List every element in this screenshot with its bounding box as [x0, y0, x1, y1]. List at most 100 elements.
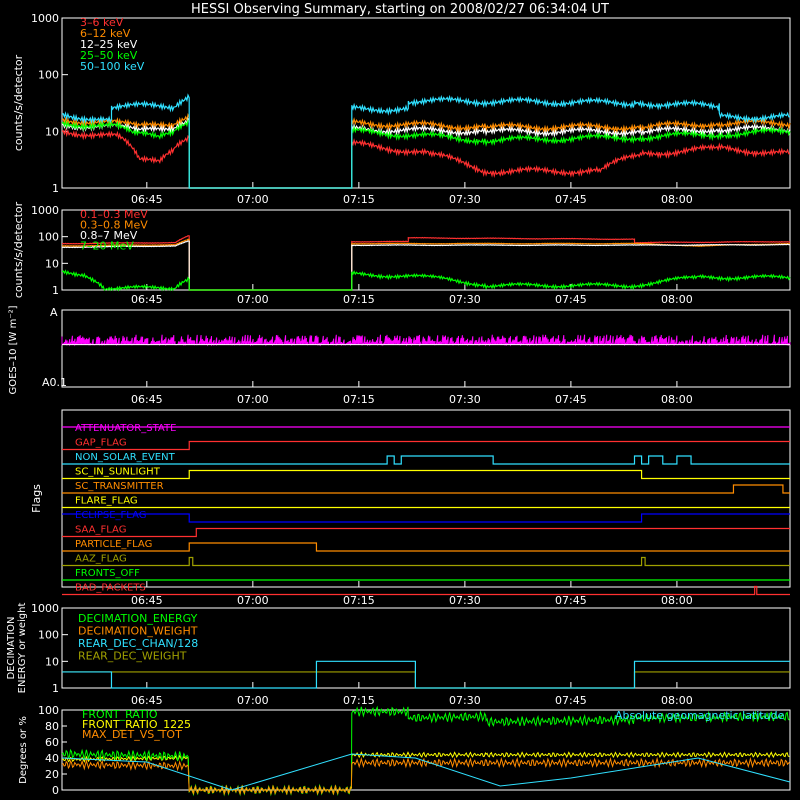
- y-axis-label: GOES–10 [W m⁻²]: [8, 305, 19, 394]
- time-tick-label: 08:00: [661, 293, 693, 306]
- time-tick-label: 07:00: [237, 694, 269, 707]
- y-tick-label: A0.1: [42, 376, 67, 389]
- legend-entry: 50–100 keV: [80, 60, 145, 73]
- series-line: [61, 112, 791, 189]
- legend-entry: 0.8–7 MeV: [80, 229, 138, 242]
- y-tick-label: A: [50, 306, 58, 319]
- y-tick-label: 20: [45, 768, 59, 781]
- y-axis-label: DECIMATION: [6, 616, 17, 679]
- y-tick-label: 100: [38, 231, 59, 244]
- legend-entry: 0.3–0.8 MeV: [80, 219, 148, 232]
- legend-entry: REAR_DEC_CHAN/128: [78, 637, 198, 650]
- series-line: [61, 240, 790, 291]
- panel-ratios: Degrees or % 0 20 40 60 80 100 FRONT_RATIOFRONT…: [18, 704, 791, 797]
- series-line: [61, 238, 791, 291]
- series-line: [61, 116, 791, 189]
- geomagnetic-latitude-line: [61, 753, 791, 791]
- y-tick-label: 1: [52, 682, 59, 695]
- flag-label: SC_TRANSMITTER: [75, 481, 164, 492]
- legend-entry: REAR_DEC_WEIGHT: [78, 650, 187, 663]
- series-line: [61, 705, 790, 797]
- time-tick-label: 06:45: [131, 594, 163, 607]
- series-line: [61, 119, 791, 189]
- plot-frame: [61, 709, 791, 791]
- y-tick-label: 100: [38, 69, 59, 82]
- flag-trace: [62, 542, 790, 552]
- y-tick-label: 10: [45, 125, 59, 138]
- flag-label: NON_SOLAR_EVENT: [75, 452, 176, 463]
- time-tick-label: 07:45: [555, 694, 587, 707]
- time-tick-label: 08:00: [661, 193, 693, 206]
- flag-label: BAD_PACKETS: [75, 583, 146, 594]
- plot-frame: [61, 17, 791, 189]
- time-tick-label: 07:30: [449, 193, 481, 206]
- y-axis-label: Flags: [30, 484, 43, 513]
- y-axis-label: counts/s/detector: [12, 201, 25, 298]
- legend-entry: 3–6 keV: [80, 16, 124, 29]
- y-tick-label: 1: [52, 284, 59, 297]
- panel-goes-flux: 06:45 07:00 07:15 07:30 07:45 08:00 A0.1 A GOES–…: [8, 305, 791, 406]
- series-line: [61, 235, 791, 291]
- series-line: [61, 269, 791, 292]
- y-tick-label: 40: [45, 752, 59, 765]
- flag-trace: [62, 527, 790, 538]
- y-axis-label: ENERGY or weight: [17, 603, 28, 694]
- time-tick-label: 07:30: [449, 694, 481, 707]
- panel-flags: 06:45 07:00 07:15 07:30 07:45 08:00 Flags ATTEN…: [30, 409, 791, 607]
- series-line: [62, 660, 790, 689]
- time-tick-label: 07:15: [343, 594, 375, 607]
- flag-trace: [62, 484, 790, 494]
- flag-label: SAA_FLAG: [75, 525, 126, 536]
- time-tick-label: 07:15: [343, 694, 375, 707]
- plot-frame: [61, 409, 791, 588]
- y-tick-label: 1000: [31, 204, 59, 217]
- series-line: [61, 334, 791, 347]
- panel-low-energy-rates: 1 10 100 1000 06:45 07:00 07:15 07:30 07:45 08:00…: [12, 12, 791, 206]
- y-tick-label: 1000: [31, 602, 59, 615]
- legend-entry: MAX_DET_VS_TOT: [82, 728, 182, 741]
- flag-label: PARTICLE_FLAG: [75, 539, 152, 550]
- series-line: [61, 93, 791, 189]
- time-tick-label: 07:00: [237, 594, 269, 607]
- y-tick-label: 1: [52, 182, 59, 195]
- time-tick-label: 07:30: [449, 393, 481, 406]
- flag-label: ECLIPSE_FLAG: [75, 510, 146, 521]
- plot-frame: [61, 309, 791, 388]
- time-tick-label: 07:00: [237, 193, 269, 206]
- flag-trace: [62, 513, 790, 523]
- y-axis-label: counts/s/detector: [12, 54, 25, 151]
- panel-high-energy-rates: 1 10 100 1000 06:45 07:00 07:15 07:30 07:45 08:00…: [12, 201, 791, 306]
- flag-label: ATTENUATOR_STATE: [75, 423, 176, 434]
- flag-trace: [62, 455, 790, 465]
- time-tick-label: 07:00: [237, 293, 269, 306]
- legend-entry: 25–50 keV: [80, 49, 138, 62]
- time-tick-label: 06:45: [131, 694, 163, 707]
- plot-frame: [61, 209, 791, 291]
- series-line: [62, 671, 790, 689]
- y-tick-label: 1000: [31, 12, 59, 25]
- y-tick-label: 0: [52, 784, 59, 797]
- time-tick-label: 07:45: [555, 293, 587, 306]
- time-tick-label: 07:45: [555, 393, 587, 406]
- flag-label: FRONTS_OFF: [75, 568, 140, 579]
- time-tick-label: 08:00: [661, 393, 693, 406]
- flag-trace: [62, 556, 790, 567]
- time-tick-label: 07:45: [555, 193, 587, 206]
- legend-entry: 7–20 MeV: [80, 240, 134, 253]
- y-tick-label: 100: [38, 704, 59, 717]
- time-tick-label: 08:00: [661, 594, 693, 607]
- time-tick-label: 07:45: [555, 594, 587, 607]
- time-tick-label: 06:45: [131, 293, 163, 306]
- series-line: [61, 127, 791, 189]
- time-tick-label: 07:30: [449, 594, 481, 607]
- plot-title: HESSI Observing Summary, starting on 200…: [191, 2, 609, 17]
- legend-entry: DECIMATION_ENERGY: [78, 612, 198, 625]
- legend-entry: DECIMATION_WEIGHT: [78, 625, 198, 638]
- panel-decimation: 1 10 100 1000 06:45 07:00 07:15 07:30 07:45 08:00…: [6, 602, 791, 707]
- legend-entry: 12–25 keV: [80, 38, 138, 51]
- y-tick-label: 100: [38, 629, 59, 642]
- y-tick-label: 80: [45, 720, 59, 733]
- annotation-label: Absolute geomagnetic latitude: [615, 709, 785, 722]
- flag-trace: [62, 585, 790, 596]
